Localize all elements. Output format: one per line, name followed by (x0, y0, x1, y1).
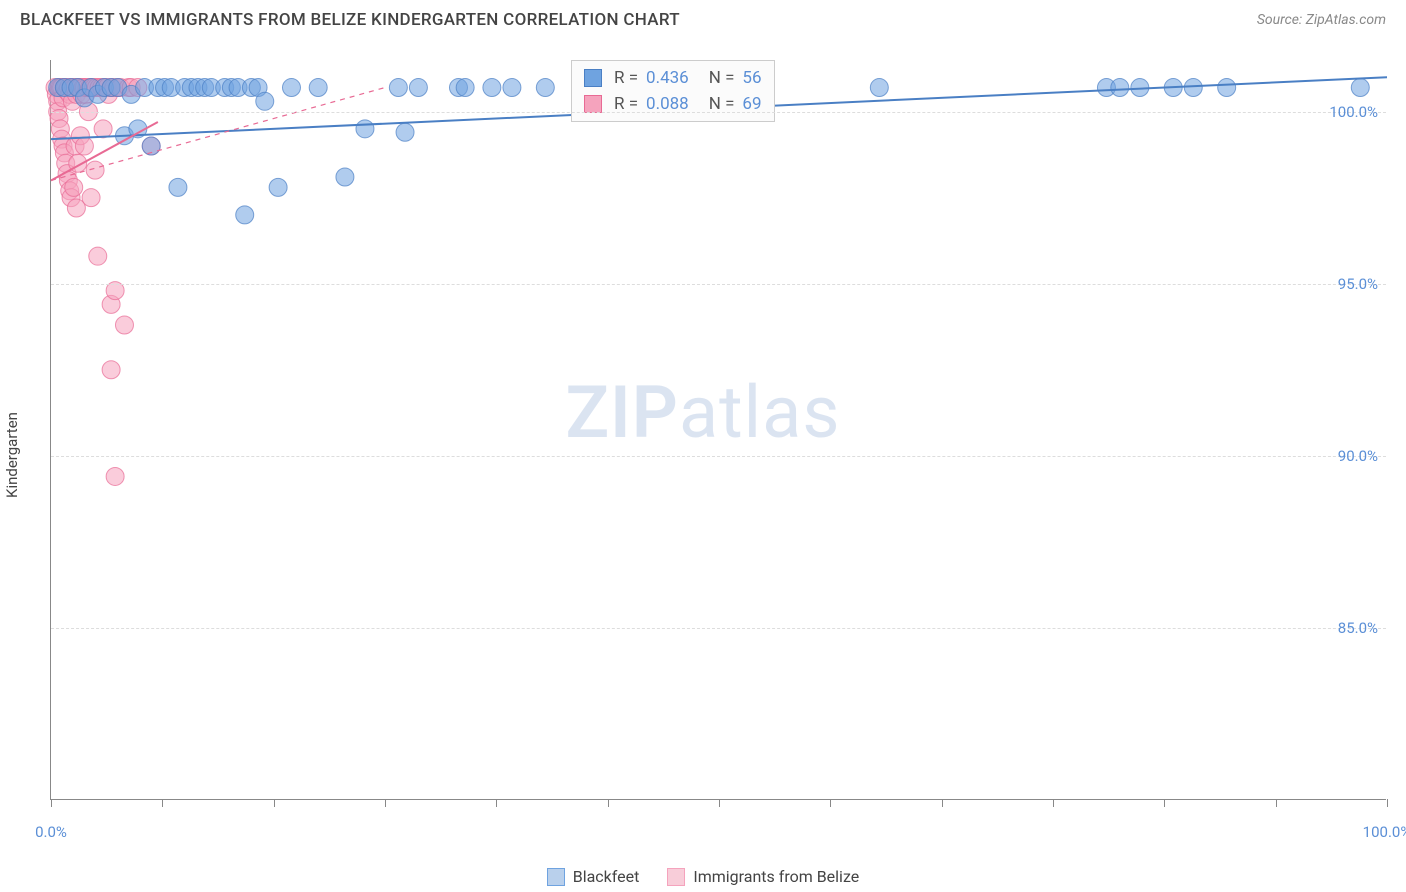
legend-item-blackfeet: Blackfeet (547, 867, 640, 886)
legend-row-blackfeet: R = 0.436 N = 56 (584, 65, 762, 91)
legend-row-belize: R = 0.088 N = 69 (584, 91, 762, 117)
legend-label: Immigrants from Belize (693, 867, 859, 886)
gridline (51, 112, 1386, 113)
legend-swatch-blackfeet (584, 69, 602, 87)
chart-plot-area: R = 0.436 N = 56 R = 0.088 N = 69 85.0% 9… (50, 60, 1386, 800)
legend-n-value-belize: 69 (742, 91, 761, 117)
xtick (1276, 799, 1277, 807)
source-attribution: Source: ZipAtlas.com (1257, 12, 1386, 28)
legend-swatch-icon (667, 868, 685, 886)
gridline (51, 456, 1386, 457)
legend-r-label: R = (614, 65, 638, 91)
xtick (1053, 799, 1054, 807)
xtick (608, 799, 609, 807)
ytick-label: 85.0% (1338, 619, 1378, 637)
xtick (274, 799, 275, 807)
xtick (1387, 799, 1388, 807)
xtick (719, 799, 720, 807)
legend-swatch-icon (547, 868, 565, 886)
legend-r-value-belize: 0.088 (646, 91, 689, 117)
y-axis-label: Kindergarten (3, 412, 21, 498)
xtick (942, 799, 943, 807)
correlation-legend: R = 0.436 N = 56 R = 0.088 N = 69 (571, 60, 775, 122)
series-legend: Blackfeet Immigrants from Belize (0, 867, 1406, 886)
scatter-plot-svg (51, 60, 1386, 799)
xtick (1164, 799, 1165, 807)
legend-n-label: N = (709, 91, 735, 117)
ytick-label: 100.0% (1329, 103, 1378, 121)
xtick (385, 799, 386, 807)
legend-n-label: N = (709, 65, 735, 91)
xtick (496, 799, 497, 807)
chart-title: BLACKFEET VS IMMIGRANTS FROM BELIZE KIND… (20, 10, 680, 30)
xtick (830, 799, 831, 807)
gridline (51, 628, 1386, 629)
legend-swatch-belize (584, 95, 602, 113)
ytick-label: 95.0% (1338, 275, 1378, 293)
legend-r-label: R = (614, 91, 638, 117)
xtick (162, 799, 163, 807)
legend-r-value-blackfeet: 0.436 (646, 65, 689, 91)
gridline (51, 284, 1386, 285)
xtick-label: 100.0% (1363, 823, 1406, 841)
legend-label: Blackfeet (573, 867, 640, 886)
legend-item-belize: Immigrants from Belize (667, 867, 859, 886)
ytick-label: 90.0% (1338, 447, 1378, 465)
xtick (51, 799, 52, 807)
legend-n-value-blackfeet: 56 (742, 65, 761, 91)
xtick-label: 0.0% (35, 823, 67, 841)
